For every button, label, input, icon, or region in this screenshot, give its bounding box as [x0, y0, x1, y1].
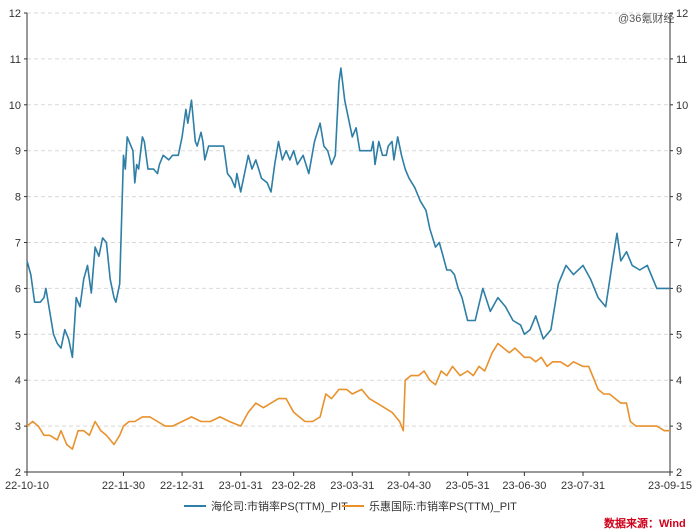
- y-tick-label-right: 3: [676, 421, 682, 433]
- y-tick-label-left: 9: [15, 146, 21, 158]
- x-tick-label: 22-11-30: [102, 480, 145, 492]
- series-lines: [26, 67, 670, 450]
- series-line-lehui: [26, 342, 670, 450]
- x-tick-label: 23-02-28: [272, 480, 316, 492]
- y-tick-label-right: 6: [676, 283, 682, 295]
- watermark: @36氪财经: [618, 13, 675, 25]
- series-line-hailunsi: [26, 67, 670, 359]
- x-tick-label: 23-06-30: [502, 480, 546, 492]
- y-axis-left: 2 3 4 5 6 7 8 9 10 11 12: [9, 8, 28, 479]
- y-tick-label-left: 12: [9, 8, 21, 20]
- data-source: 数据来源：Wind: [604, 518, 686, 530]
- y-tick-label-left: 2: [15, 467, 21, 479]
- y-tick-label-left: 7: [15, 238, 21, 250]
- x-tick-label: 23-05-31: [446, 480, 490, 492]
- y-tick-label-left: 6: [15, 283, 21, 295]
- y-tick-label-right: 4: [676, 375, 682, 387]
- x-tick-label: 23-09-15: [648, 480, 692, 492]
- y-tick-label-right: 10: [676, 100, 688, 112]
- legend: 海伦司:市销率PS(TTM)_PIT 乐惠国际:市销率PS(TTM)_PIT: [184, 499, 517, 513]
- y-tick-label-right: 5: [676, 329, 682, 341]
- y-tick-label-right: 9: [676, 146, 682, 158]
- x-tick-label: 23-03-31: [330, 480, 374, 492]
- y-tick-label-right: 11: [676, 54, 687, 66]
- x-tick-label: 23-07-31: [561, 480, 605, 492]
- x-tick-label: 22-10-10: [5, 480, 49, 492]
- y-tick-label-left: 5: [15, 329, 21, 341]
- grid: [27, 12, 670, 427]
- y-tick-label-left: 3: [15, 421, 21, 433]
- legend-label-hailunsi: 海伦司:市销率PS(TTM)_PIT: [211, 499, 348, 513]
- y-tick-label-right: 2: [676, 467, 682, 479]
- y-tick-label-left: 11: [10, 54, 21, 66]
- y-tick-label-left: 8: [15, 192, 21, 204]
- y-tick-label-right: 8: [676, 192, 682, 204]
- x-axis: 22-10-10 22-11-30 22-12-31 23-01-31 23-02-28…: [5, 471, 692, 492]
- x-tick-label: 23-01-31: [219, 480, 263, 492]
- y-axis-right: 2 3 4 5 6 7 8 9 10 11 12: [669, 8, 688, 479]
- y-tick-label-right: 7: [676, 238, 682, 250]
- x-tick-label: 22-12-31: [160, 480, 204, 492]
- legend-label-lehui: 乐惠国际:市销率PS(TTM)_PIT: [369, 499, 517, 513]
- y-tick-label-left: 10: [9, 100, 21, 112]
- y-tick-label-right: 12: [676, 8, 688, 20]
- x-tick-label: 23-04-30: [387, 480, 431, 492]
- y-tick-label-left: 4: [15, 375, 21, 387]
